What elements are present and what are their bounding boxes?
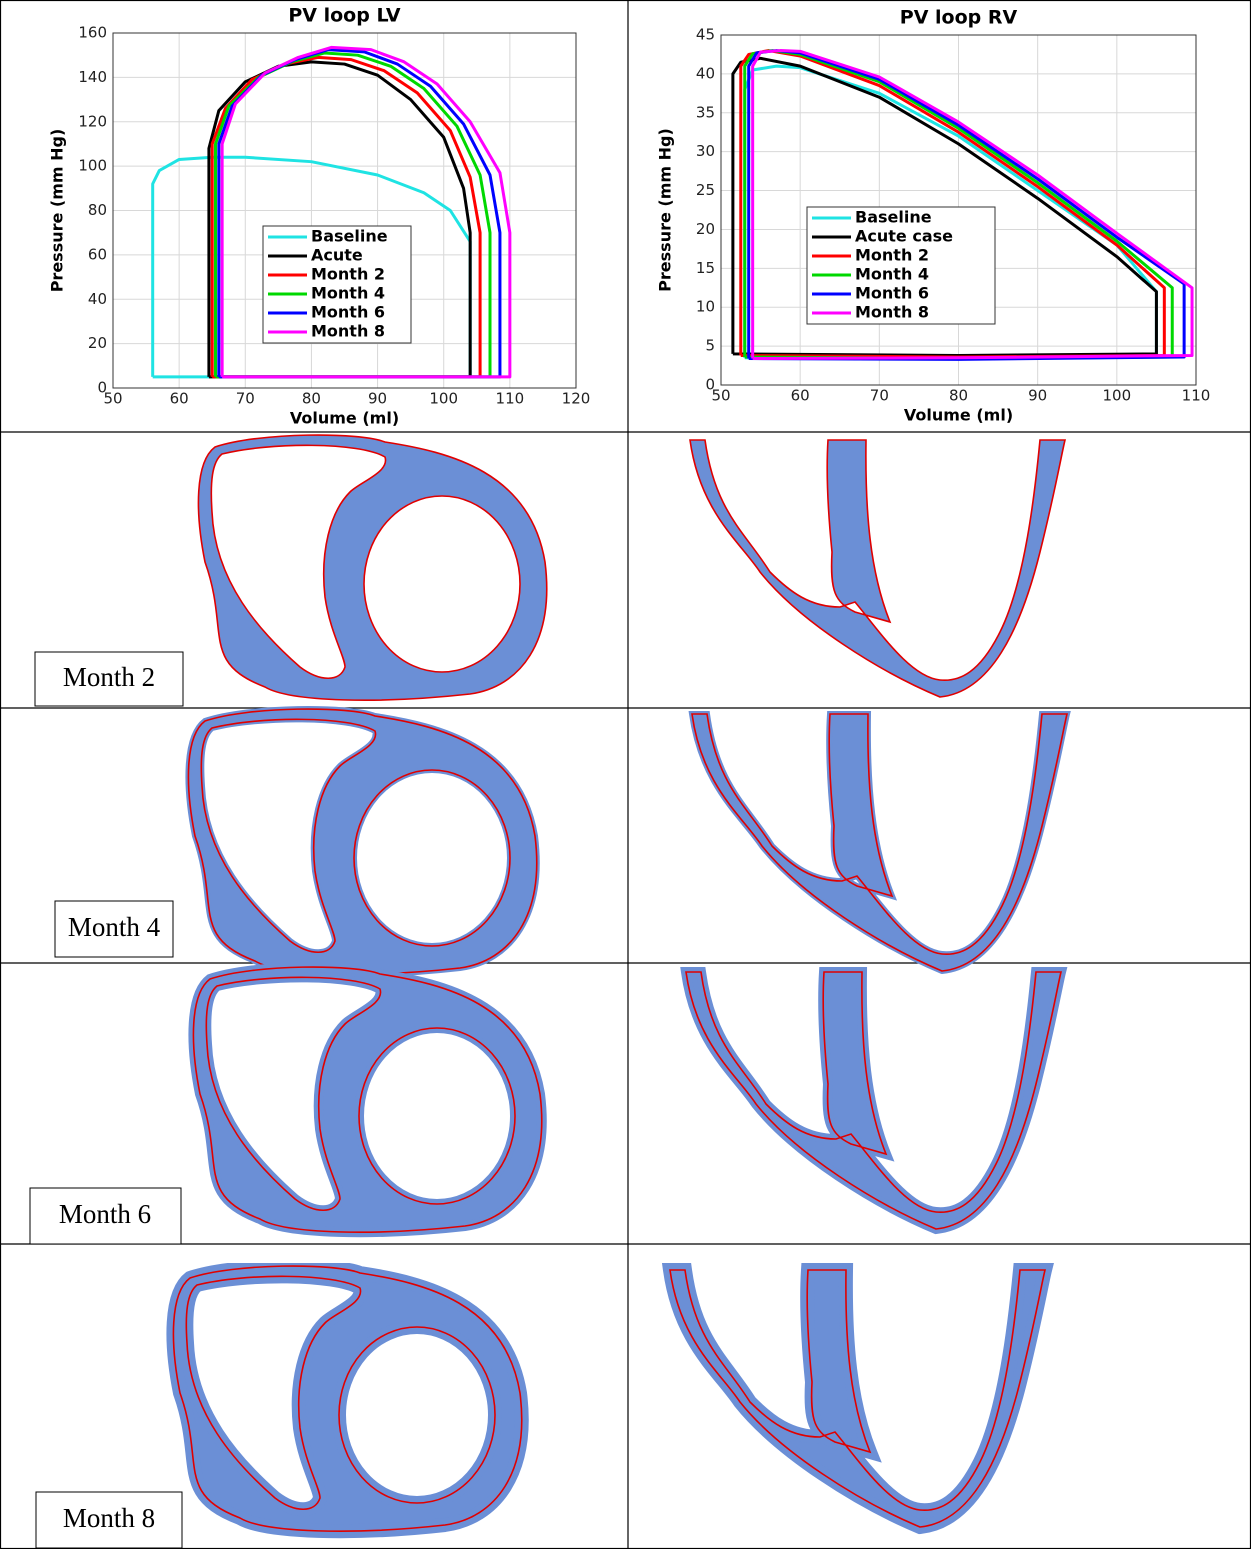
- y-tick-label: 40: [88, 290, 107, 308]
- long-axis-section: [692, 714, 1067, 971]
- y-tick-label: 0: [97, 379, 107, 397]
- y-tick-label: 100: [78, 157, 107, 175]
- row-label: Month 8: [63, 1503, 155, 1533]
- row-label-box: Month 6: [29, 1187, 182, 1245]
- y-tick-label: 140: [78, 68, 107, 86]
- y-tick-label: 60: [88, 245, 107, 263]
- y-tick-label: 160: [78, 24, 107, 42]
- y-tick-label: 0: [705, 376, 715, 394]
- long-axis-section: [690, 440, 1065, 697]
- long-axis-section: [686, 972, 1061, 1229]
- y-tick-label: 40: [696, 64, 715, 82]
- legend-label: Month 6: [311, 303, 385, 322]
- legend-box: [262, 225, 412, 344]
- lv-section: [193, 967, 541, 1232]
- row-label: Month 2: [63, 662, 155, 692]
- x-tick-label: 80: [302, 390, 321, 408]
- legend-label: Baseline: [311, 227, 388, 246]
- row-label-box: Month 4: [54, 900, 174, 958]
- y-tick-label: 20: [696, 220, 715, 238]
- y-tick-label: 120: [78, 112, 107, 130]
- legend-label: Month 8: [855, 303, 929, 322]
- pv-loop: [731, 56, 1158, 357]
- axes-frame: [112, 32, 577, 389]
- lv-section: [198, 435, 546, 700]
- x-tick-label: 60: [170, 390, 189, 408]
- legend-label: Month 2: [311, 265, 385, 284]
- y-tick-label: 30: [696, 142, 715, 160]
- row-label: Month 4: [68, 912, 161, 942]
- legend-label: Month 4: [311, 284, 385, 303]
- pv-loop: [214, 51, 492, 379]
- x-tick-label: 80: [949, 387, 968, 405]
- legend-label: Month 2: [855, 246, 929, 265]
- legend-label: Month 8: [311, 322, 385, 341]
- legend-label: Acute: [311, 246, 363, 265]
- x-tick-label: 70: [870, 387, 889, 405]
- y-tick-label: 20: [88, 334, 107, 352]
- pv-loop: [207, 60, 472, 379]
- chart-title: PV loop LV: [288, 5, 401, 27]
- lv-section: [188, 709, 536, 974]
- x-tick-label: 120: [562, 390, 591, 408]
- x-tick-label: 110: [496, 390, 525, 408]
- y-tick-label: 35: [696, 103, 715, 121]
- pv-loop: [751, 49, 1194, 361]
- lv-section: [173, 1266, 521, 1531]
- y-tick-label: 5: [705, 337, 715, 355]
- legend-label: Baseline: [855, 208, 932, 227]
- row-label-box: Month 8: [35, 1491, 183, 1549]
- long-axis-section: [670, 1270, 1045, 1527]
- y-axis-label: Pressure (mm Hg): [48, 129, 67, 293]
- chart-title: PV loop RV: [900, 7, 1018, 29]
- x-tick-label: 90: [368, 390, 387, 408]
- y-tick-label: 10: [696, 298, 715, 316]
- x-tick-label: 50: [103, 390, 122, 408]
- y-tick-label: 25: [696, 181, 715, 199]
- row-label-box: Month 2: [34, 651, 184, 707]
- x-tick-label: 110: [1182, 387, 1211, 405]
- x-tick-label: 60: [791, 387, 810, 405]
- y-tick-label: 15: [696, 259, 715, 277]
- x-tick-label: 90: [1028, 387, 1047, 405]
- x-tick-label: 50: [711, 387, 730, 405]
- legend-label: Month 4: [855, 265, 929, 284]
- legend-label: Month 6: [855, 284, 929, 303]
- x-tick-label: 100: [429, 390, 458, 408]
- legend-box: [806, 206, 996, 325]
- x-axis-label: Volume (ml): [904, 406, 1013, 425]
- pv-loop: [220, 45, 512, 379]
- x-tick-label: 70: [236, 390, 255, 408]
- row-label: Month 6: [59, 1199, 151, 1229]
- legend-label: Acute case: [855, 227, 953, 246]
- x-tick-label: 100: [1103, 387, 1132, 405]
- x-axis-label: Volume (ml): [290, 409, 399, 428]
- y-tick-label: 45: [696, 26, 715, 44]
- y-tick-label: 80: [88, 201, 107, 219]
- axes-frame: [720, 34, 1197, 386]
- y-axis-label: Pressure (mm Hg): [656, 128, 675, 292]
